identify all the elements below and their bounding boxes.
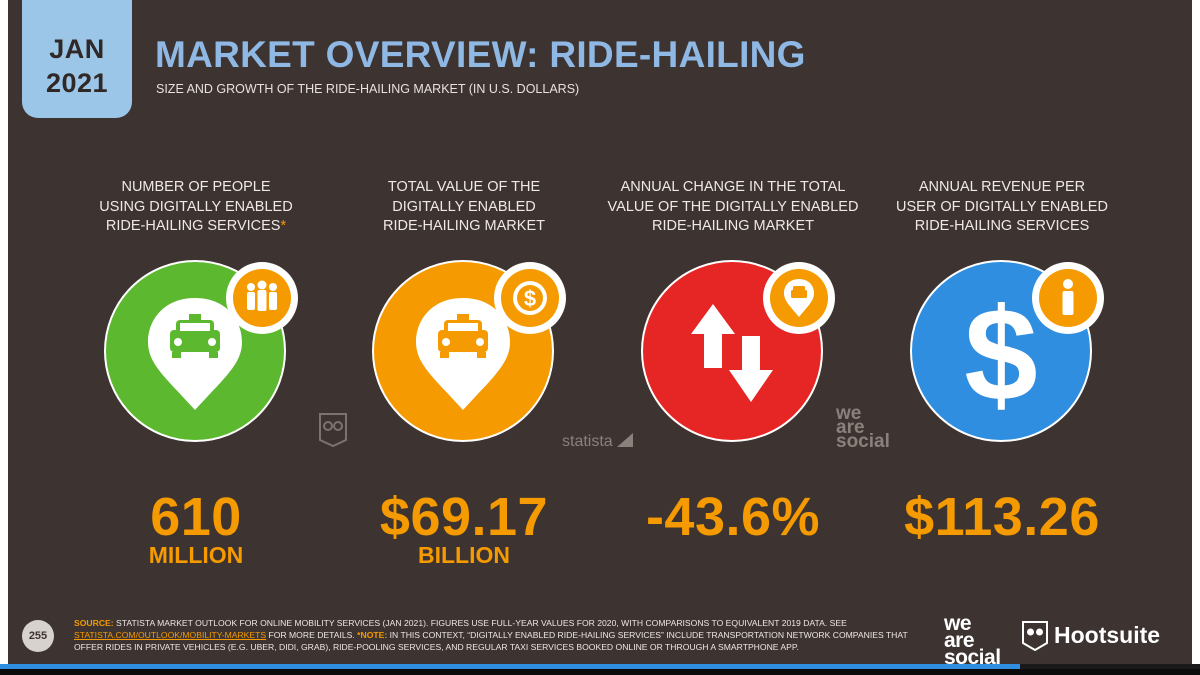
label-line: ANNUAL CHANGE IN THE TOTAL	[620, 179, 846, 195]
people-group-icon	[247, 280, 277, 311]
date-badge: JAN 2021	[22, 0, 132, 118]
stat-value: $69.17	[379, 487, 549, 547]
badge-month: JAN	[49, 34, 105, 64]
owl-icon	[1022, 621, 1048, 651]
hootsuite-logo: Hootsuite	[1022, 618, 1160, 652]
label-line: ANNUAL REVENUE PER	[918, 179, 1086, 195]
logo-word: we	[944, 612, 972, 635]
label-line: USING DIGITALLY ENABLED	[99, 198, 293, 215]
source-label: SOURCE:	[74, 618, 114, 628]
badge-person	[1032, 262, 1104, 334]
right-frame-edge	[1192, 0, 1200, 675]
was-word: social	[836, 431, 890, 452]
up-down-arrows-icon	[691, 304, 773, 402]
page-title: MARKET OVERVIEW: RIDE-HAILING	[155, 34, 806, 75]
label-line: USER OF DIGITALLY ENABLED	[896, 198, 1108, 215]
left-frame-edge	[0, 0, 8, 675]
dollar-seal-icon: $	[513, 281, 547, 315]
footer-source-note: SOURCE: STATISTA MARKET OUTLOOK FOR ONLI…	[74, 617, 934, 653]
stat-value: -43.6%	[645, 487, 821, 547]
see-text: SEE	[829, 618, 847, 628]
details-text: FOR MORE DETAILS.	[268, 630, 355, 640]
note-text: IN THIS CONTEXT, “DIGITALLY ENABLED RIDE…	[74, 630, 908, 652]
stat-column-arpu: ANNUAL REVENUE PER USER OF DIGITALLY ENA…	[872, 178, 1132, 547]
stat-unit: MILLION	[148, 542, 244, 568]
dollar-sign-icon: $	[964, 281, 1037, 428]
label-line: RIDE-HAILING MARKET	[652, 218, 814, 234]
map-pin-taxi-icon	[784, 279, 814, 317]
stat-column-annual-change: ANNUAL CHANGE IN THE TOTAL VALUE OF THE …	[603, 178, 863, 547]
stat-label: NUMBER OF PEOPLE USING DIGITALLY ENABLED…	[66, 178, 326, 238]
badge-year: 2021	[45, 68, 109, 98]
map-pin-taxi-icon	[148, 298, 242, 410]
logo-word: are	[944, 629, 975, 652]
logo-word: social	[944, 646, 1001, 669]
asterisk-mark: *	[280, 218, 287, 234]
stat-column-users: NUMBER OF PEOPLE USING DIGITALLY ENABLED…	[66, 178, 326, 568]
stat-label: ANNUAL REVENUE PER USER OF DIGITALLY ENA…	[872, 178, 1132, 238]
label-line: RIDE-HAILING SERVICES	[105, 218, 281, 234]
page-number: 255	[22, 620, 54, 652]
page-subtitle: SIZE AND GROWTH OF THE RIDE-HAILING MARK…	[156, 82, 580, 96]
label-line: RIDE-HAILING SERVICES	[914, 218, 1090, 234]
label-line: RIDE-HAILING MARKET	[383, 218, 545, 234]
person-icon	[1062, 279, 1074, 315]
label-line: DIGITALLY ENABLED	[392, 198, 536, 215]
note-label: *NOTE:	[357, 630, 388, 640]
we-are-social-logo: we are social	[944, 612, 1001, 669]
stat-column-market-value: TOTAL VALUE OF THE DIGITALLY ENABLED RID…	[334, 178, 594, 568]
badge-taxi-pin	[763, 262, 835, 334]
stat-value: 610	[150, 487, 242, 547]
svg-text:$: $	[524, 286, 536, 311]
stat-value: $113.26	[904, 487, 1100, 547]
hootsuite-owl-watermark-icon	[319, 413, 347, 448]
bottom-edge	[0, 669, 1200, 675]
source-text: STATISTA MARKET OUTLOOK FOR ONLINE MOBIL…	[116, 618, 828, 628]
slide-progress-bar[interactable]	[0, 664, 1200, 669]
statista-watermark: statista	[562, 433, 634, 451]
stat-label: ANNUAL CHANGE IN THE TOTAL VALUE OF THE …	[603, 178, 863, 238]
was-watermark: we are social	[836, 403, 890, 452]
slide-progress-fill	[0, 664, 1020, 669]
hootsuite-text: Hootsuite	[1054, 621, 1161, 648]
stat-unit: BILLION	[418, 542, 510, 568]
source-link[interactable]: STATISTA.COM/OUTLOOK/MOBILITY-MARKETS	[74, 630, 267, 640]
label-line: TOTAL VALUE OF THE	[387, 179, 541, 195]
statista-logo-icon	[617, 433, 634, 447]
badge-people	[226, 262, 298, 334]
label-line: VALUE OF THE DIGITALLY ENABLED	[607, 198, 859, 215]
was-word: are	[836, 417, 865, 438]
label-line: NUMBER OF PEOPLE	[121, 179, 271, 195]
map-pin-taxi-icon	[416, 298, 510, 410]
badge-dollar: $	[494, 262, 566, 334]
was-word: we	[836, 403, 862, 424]
statista-text: statista	[562, 433, 613, 450]
stat-label: TOTAL VALUE OF THE DIGITALLY ENABLED RID…	[334, 178, 594, 238]
svg-text:$: $	[964, 281, 1037, 428]
